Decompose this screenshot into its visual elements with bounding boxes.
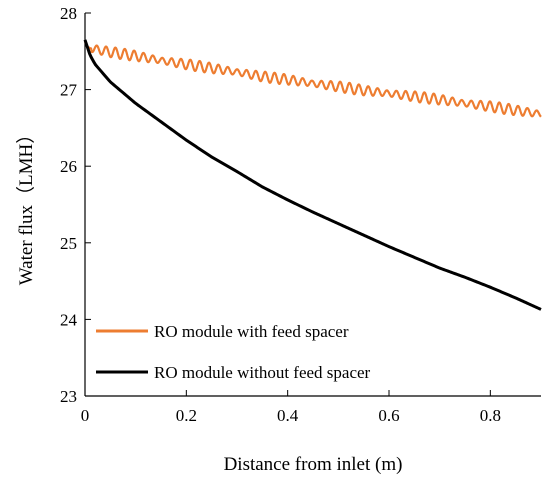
legend-label-without-spacer: RO module without feed spacer: [154, 363, 371, 382]
plot-area: [83, 39, 542, 311]
x-tick-label: 0.6: [378, 406, 399, 425]
axes: [84, 13, 541, 397]
y-tick-label: 27: [60, 81, 78, 100]
x-tick-label: 0: [81, 406, 90, 425]
x-tick-label: 0.8: [480, 406, 501, 425]
y-tick-label: 23: [60, 387, 77, 406]
y-tick-label: 25: [60, 234, 77, 253]
x-tick-label: 0.2: [176, 406, 197, 425]
y-tick-label: 24: [60, 310, 78, 329]
x-ticks: 0 0.2 0.4 0.6 0.8: [81, 390, 501, 425]
x-axis-label: Distance from inlet (m): [224, 454, 403, 475]
legend: RO module with feed spacer RO module wit…: [96, 322, 371, 382]
legend-label-with-spacer: RO module with feed spacer: [154, 322, 349, 341]
x-tick-label: 0.4: [277, 406, 299, 425]
y-tick-label: 28: [60, 4, 77, 23]
y-tick-label: 26: [60, 157, 77, 176]
y-ticks: 23 24 25 26 27 28: [60, 4, 91, 406]
y-axis-label: Water flux（LMH）: [15, 125, 37, 285]
series-line-with-spacer: [84, 41, 542, 118]
series-line-without-spacer: [83, 39, 542, 311]
